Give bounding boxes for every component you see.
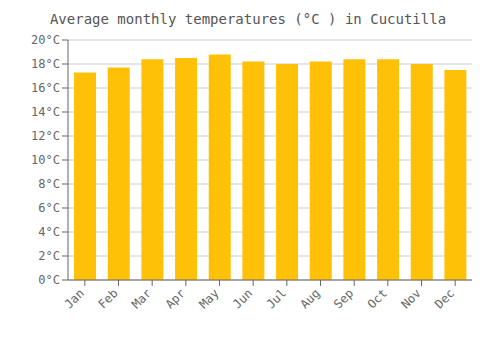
- svg-text:May: May: [196, 286, 221, 311]
- svg-text:Apr: Apr: [163, 286, 188, 311]
- html-text:Average monthly temperatures (: Average monthly temperatures (°C ) in Cu…: [49, 11, 447, 27]
- svg-text:16°C: 16°C: [31, 81, 60, 95]
- svg-text:Oct: Oct: [365, 286, 390, 311]
- svg-text:10°C: 10°C: [31, 153, 60, 167]
- svg-text:Dec: Dec: [432, 286, 457, 311]
- svg-text:4°C: 4°C: [38, 225, 60, 239]
- svg-text:2°C: 2°C: [38, 249, 60, 263]
- svg-text:0°C: 0°C: [38, 273, 60, 287]
- svg-text:Mar: Mar: [129, 286, 154, 311]
- svg-text:14°C: 14°C: [31, 105, 60, 119]
- svg-text:Jun: Jun: [230, 286, 255, 311]
- svg-text:Jan: Jan: [62, 286, 87, 311]
- svg-text:Feb: Feb: [95, 286, 120, 311]
- svg-text:20°C: 20°C: [31, 33, 60, 47]
- svg-text:Aug: Aug: [297, 286, 322, 311]
- svg-text:Jul: Jul: [264, 286, 289, 311]
- svg-text:Nov: Nov: [398, 286, 423, 311]
- svg-text:12°C: 12°C: [31, 129, 60, 143]
- svg-text:6°C: 6°C: [38, 201, 60, 215]
- svg-text:Sep: Sep: [331, 286, 356, 311]
- svg-text:8°C: 8°C: [38, 177, 60, 191]
- svg-text:18°C: 18°C: [31, 57, 60, 71]
